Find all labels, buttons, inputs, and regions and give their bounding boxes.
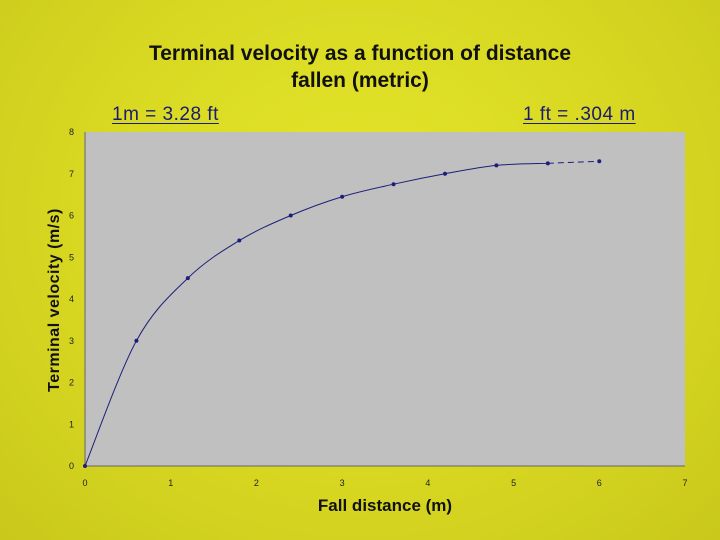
y-tick-label: 4 [69, 294, 74, 304]
data-point [237, 238, 242, 243]
annotation-m-to-ft: 1m = 3.28 ft [112, 104, 219, 125]
x-tick-label: 0 [82, 478, 87, 488]
data-point [494, 163, 499, 168]
y-tick-label: 2 [69, 378, 74, 388]
y-axis-label: Terminal velocity (m/s) [46, 208, 63, 392]
chart-title-line-1: Terminal velocity as a function of dista… [148, 42, 572, 65]
data-point [134, 338, 139, 343]
data-point [185, 276, 190, 281]
plot-area [85, 132, 685, 466]
chart-title: Terminal velocity as a function of dista… [60, 40, 660, 94]
data-point [545, 161, 550, 166]
y-tick-label: 8 [69, 127, 74, 137]
x-tick-label: 7 [682, 478, 687, 488]
y-tick-label: 5 [69, 252, 74, 262]
data-point [391, 182, 396, 187]
chart-title-line-2: fallen (metric) [291, 69, 429, 92]
x-tick-label: 1 [168, 478, 173, 488]
y-tick-label: 7 [69, 169, 74, 179]
x-axis-label: Fall distance (m) [317, 496, 453, 515]
y-tick-label: 6 [69, 211, 74, 221]
annotation-ft-to-m: 1 ft = .304 m [523, 104, 636, 125]
data-point [597, 159, 602, 164]
x-tick-label: 6 [597, 478, 602, 488]
data-point [443, 171, 447, 176]
y-tick-label: 1 [69, 419, 74, 429]
x-tick-label: 2 [254, 478, 259, 488]
series-curve [84, 162, 548, 467]
series-curve-extension [547, 160, 600, 164]
x-tick-label: 3 [340, 478, 345, 488]
data-point [288, 213, 293, 218]
y-tick-label: 3 [69, 336, 74, 346]
x-tick-label: 4 [425, 478, 430, 488]
y-tick-label: 0 [69, 461, 74, 471]
data-point [83, 464, 87, 468]
data-point [340, 194, 345, 199]
x-tick-label: 5 [511, 478, 516, 488]
